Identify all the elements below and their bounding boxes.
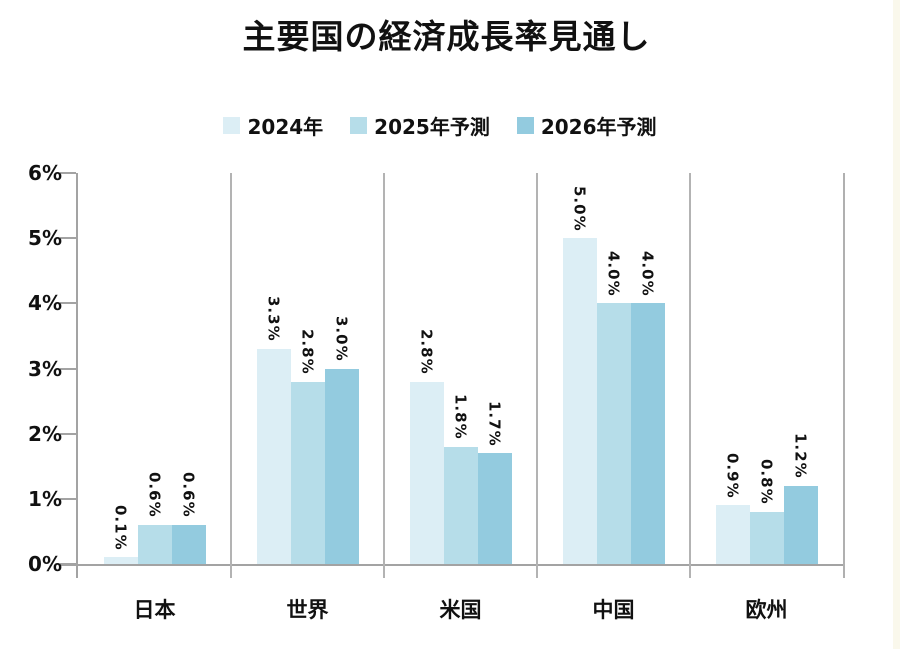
bar-日本-2024年 bbox=[103, 557, 138, 564]
y-axis-tick bbox=[60, 172, 76, 174]
bar-value-label: 0.8% bbox=[757, 459, 776, 505]
bar-value-label: 5.0% bbox=[570, 185, 589, 232]
y-axis-tick bbox=[60, 237, 76, 240]
legend-label: 2025年予測 bbox=[374, 115, 490, 139]
category-label-米国: 米国 bbox=[439, 598, 482, 622]
y-axis-tick-label: 2% bbox=[28, 421, 62, 446]
category-separator-line bbox=[536, 173, 538, 578]
y-axis-line bbox=[76, 173, 78, 578]
legend-swatch-icon bbox=[350, 117, 368, 134]
bar-世界-2024年 bbox=[256, 348, 291, 564]
y-axis-tick-label: 1% bbox=[28, 486, 62, 511]
y-axis-tick-label: 4% bbox=[28, 291, 62, 316]
bar-value-label: 0.6% bbox=[179, 472, 198, 518]
y-axis-tick-label: 5% bbox=[28, 226, 62, 251]
category-separator-line bbox=[689, 173, 691, 578]
bar-value-label: 0.6% bbox=[145, 472, 164, 518]
bar-欧州-2026年予測 bbox=[783, 485, 818, 564]
bar-中国-2026年予測 bbox=[630, 303, 665, 564]
bar-value-label: 2.8% bbox=[298, 328, 317, 375]
y-axis-tick bbox=[60, 302, 76, 305]
bar-value-label: 4.0% bbox=[638, 250, 657, 297]
bar-value-label: 1.2% bbox=[791, 433, 810, 479]
y-axis-tick-label: 0% bbox=[28, 552, 62, 576]
page-edge-strip bbox=[893, 0, 900, 649]
bar-世界-2026年予測 bbox=[324, 368, 359, 564]
x-axis-line bbox=[60, 564, 843, 566]
bar-value-label: 3.3% bbox=[264, 296, 283, 342]
bar-value-label: 0.1% bbox=[111, 504, 130, 551]
legend-item-2: 2025年予測 bbox=[350, 111, 490, 140]
bar-米国-2024年 bbox=[409, 381, 444, 564]
category-separator-line bbox=[383, 173, 385, 578]
bar-米国-2025年予測 bbox=[443, 446, 478, 564]
category-label-中国: 中国 bbox=[592, 598, 635, 622]
bar-日本-2026年予測 bbox=[171, 524, 206, 564]
bar-value-label: 4.0% bbox=[604, 250, 623, 297]
bar-value-label: 0.9% bbox=[723, 452, 742, 499]
bar-value-label: 2.8% bbox=[417, 328, 436, 375]
y-axis-tick-label: 3% bbox=[28, 356, 62, 381]
y-axis-tick bbox=[60, 367, 76, 370]
bar-value-label: 1.7% bbox=[485, 400, 504, 447]
category-label-日本: 日本 bbox=[133, 598, 176, 622]
legend-item-1: 2024年 bbox=[223, 111, 323, 140]
bar-中国-2025年予測 bbox=[596, 303, 631, 564]
legend-label: 2026年予測 bbox=[540, 115, 657, 139]
legend-swatch-icon bbox=[223, 117, 241, 134]
legend-item-3: 2026年予測 bbox=[516, 111, 657, 140]
bar-世界-2025年予測 bbox=[290, 381, 325, 564]
y-axis-tick-label: 6% bbox=[28, 161, 62, 185]
bar-value-label: 3.0% bbox=[332, 315, 351, 362]
legend-swatch-icon bbox=[516, 117, 534, 134]
plot-area: 0.1% 0.6% 0.6% 3.3% 2.8% 3.0% 2.8% 1.8% 1.7% 5.0%… bbox=[60, 172, 845, 578]
bar-欧州-2025年予測 bbox=[749, 511, 784, 564]
bar-欧州-2024年 bbox=[715, 505, 750, 564]
chart-title: 主要国の経済成長率見通し bbox=[242, 17, 651, 56]
bar-日本-2025年予測 bbox=[137, 524, 172, 564]
bar-米国-2026年予測 bbox=[477, 453, 512, 564]
bar-value-label: 1.8% bbox=[451, 394, 470, 440]
category-separator-line bbox=[230, 173, 232, 578]
category-label-世界: 世界 bbox=[286, 598, 329, 622]
chart-legend: 2024年 2025年予測 2026年予測 bbox=[0, 111, 880, 140]
plot-right-border bbox=[843, 173, 845, 578]
bar-中国-2024年 bbox=[562, 238, 597, 564]
y-axis-tick bbox=[60, 563, 76, 565]
category-label-欧州: 欧州 bbox=[745, 598, 788, 622]
legend-label: 2024年 bbox=[247, 115, 324, 139]
y-axis-tick bbox=[60, 497, 76, 500]
y-axis-tick bbox=[60, 432, 76, 435]
